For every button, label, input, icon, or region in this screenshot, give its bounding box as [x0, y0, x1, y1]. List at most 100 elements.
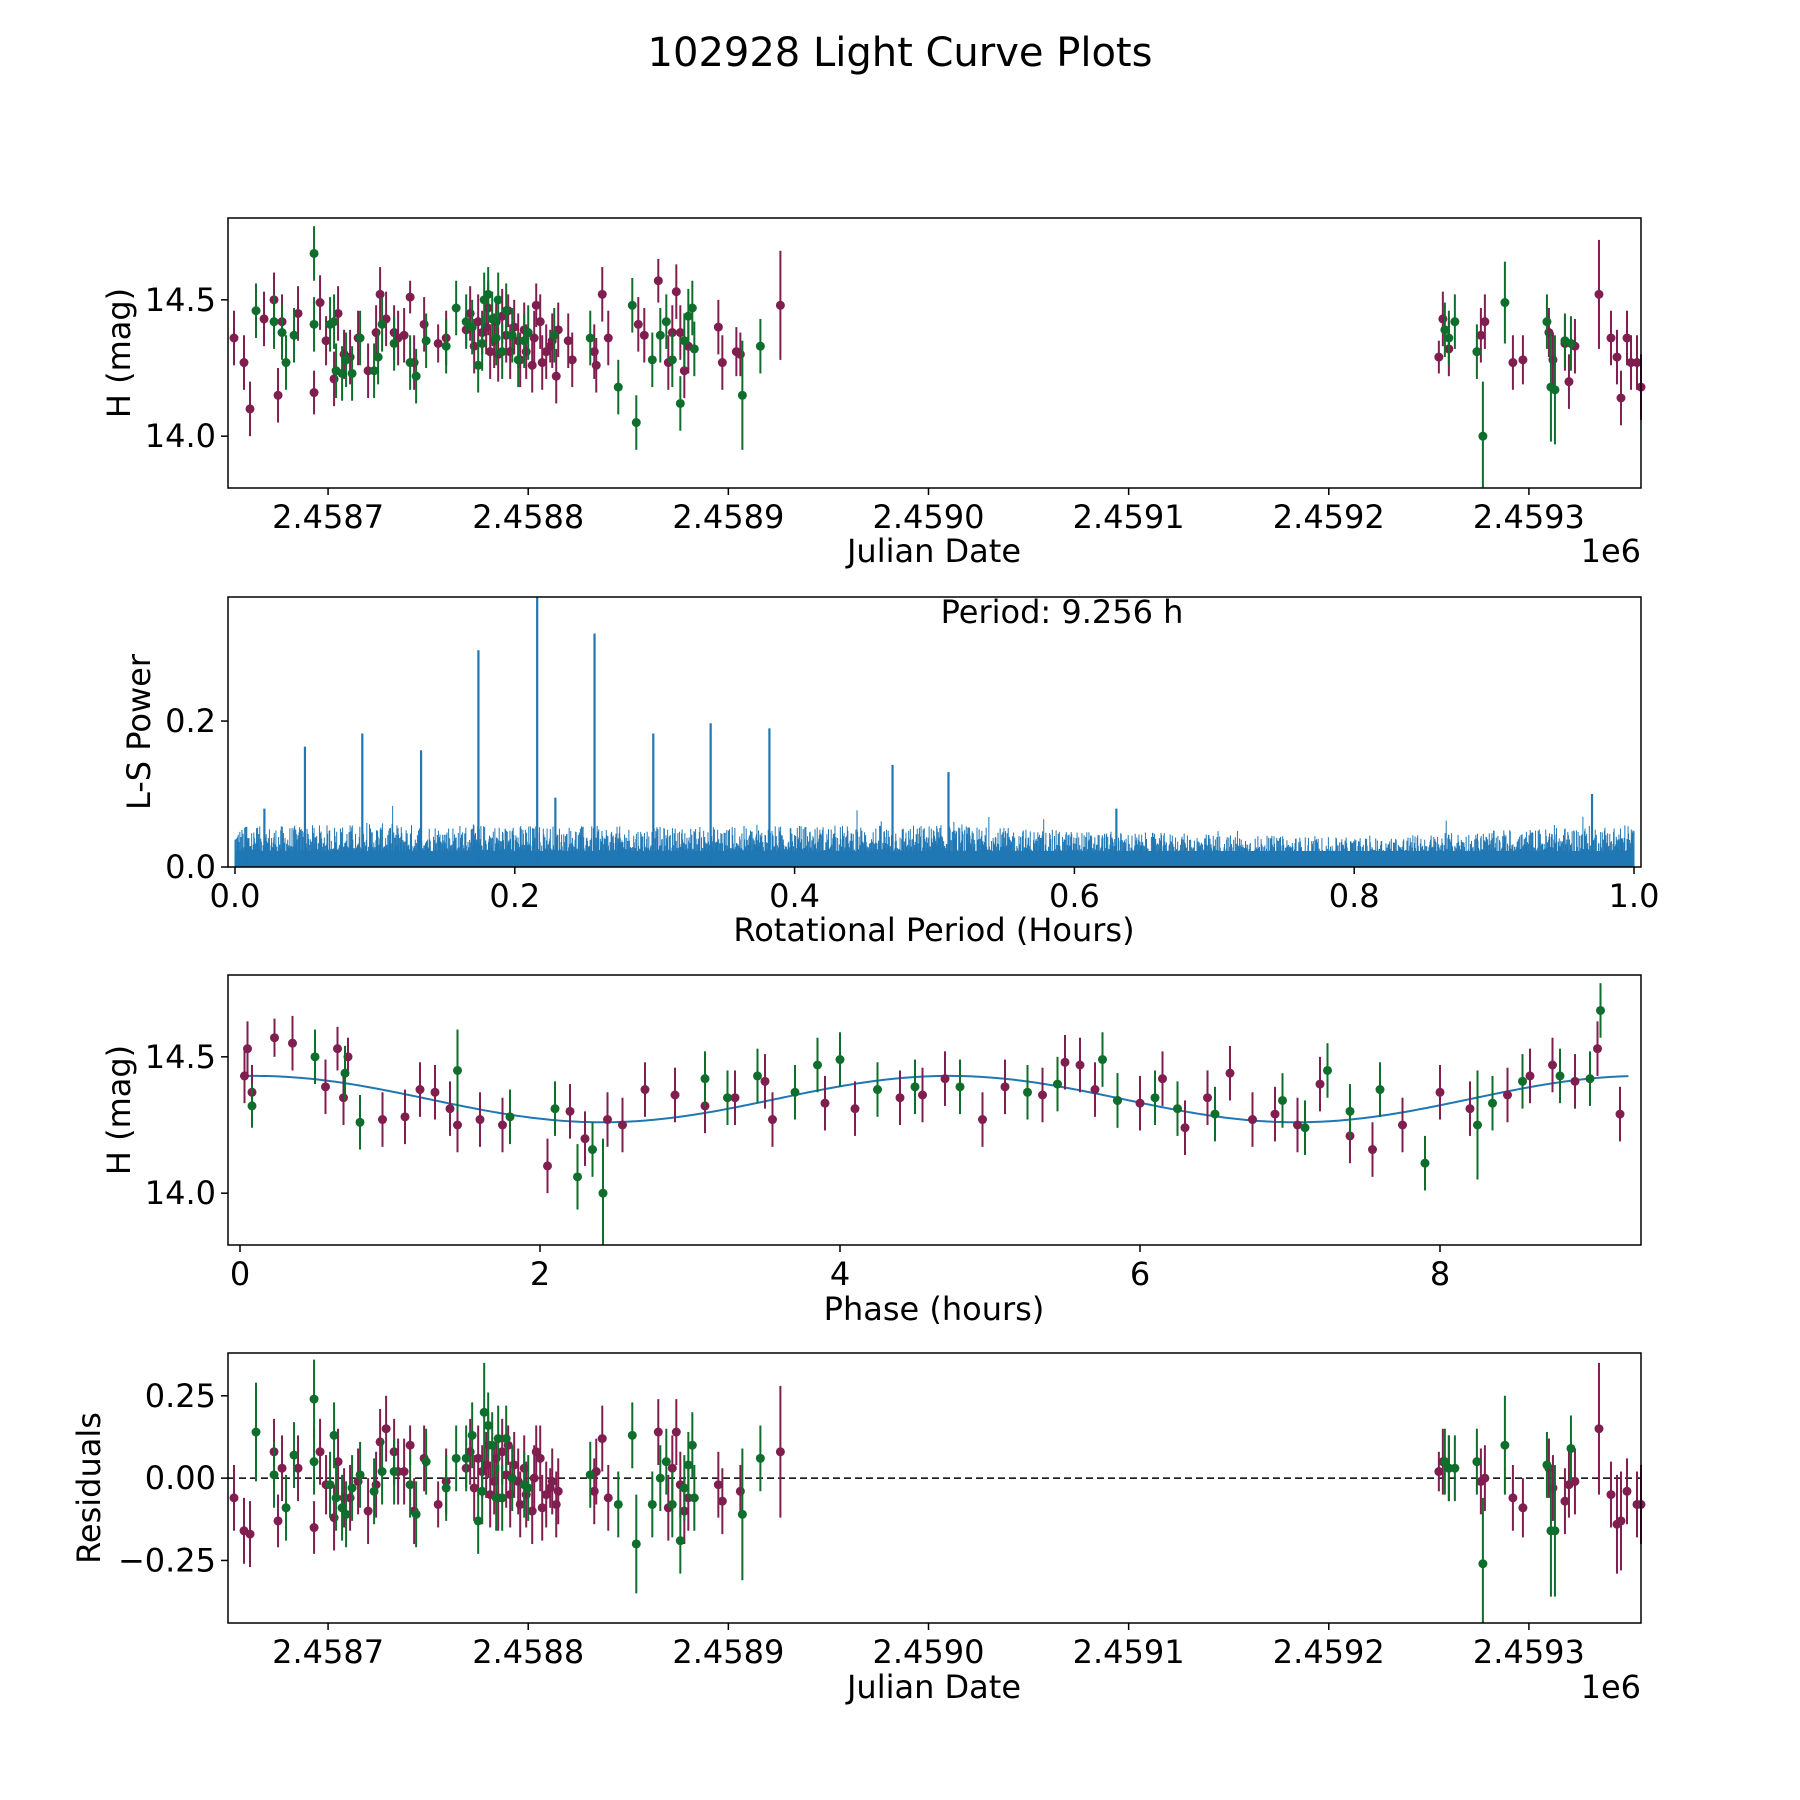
data-point	[689, 1493, 699, 1503]
lightcurve-frame	[227, 217, 1642, 489]
data-point	[631, 418, 641, 428]
data-point	[1098, 1055, 1107, 1065]
data-point	[1596, 1005, 1605, 1015]
data-point	[1548, 1060, 1557, 1070]
data-point	[675, 328, 685, 338]
data-point	[269, 1470, 279, 1480]
data-point	[671, 1427, 681, 1437]
data-point	[1550, 1526, 1560, 1536]
data-point	[337, 1503, 347, 1513]
data-point	[850, 1104, 860, 1114]
data-point	[573, 1172, 582, 1182]
data-point	[737, 1509, 747, 1519]
data-point	[377, 319, 387, 329]
data-point	[687, 303, 697, 313]
data-point	[505, 1112, 515, 1122]
data-point	[399, 330, 409, 340]
data-point	[289, 1450, 299, 1460]
data-point	[661, 317, 671, 327]
data-point	[1550, 385, 1560, 395]
data-point	[551, 371, 561, 381]
data-point	[378, 1115, 387, 1125]
data-point	[775, 300, 785, 310]
data-point	[293, 1463, 303, 1473]
data-point	[543, 1161, 552, 1171]
data-point	[755, 341, 765, 351]
x-tick-label: 0.0	[210, 877, 261, 915]
data-point	[469, 1483, 479, 1493]
data-point	[537, 358, 547, 368]
x-tick-label: 2.4591	[1073, 1633, 1185, 1671]
data-point	[1518, 355, 1528, 365]
data-point	[245, 404, 255, 414]
data-point	[473, 317, 483, 327]
data-point	[451, 1453, 461, 1463]
data-point	[567, 355, 577, 365]
data-point	[1444, 333, 1454, 343]
data-point	[251, 1427, 261, 1437]
data-point	[1525, 1071, 1535, 1081]
data-point	[633, 319, 643, 329]
x-tick-label: 2.4590	[873, 1633, 985, 1671]
data-point	[389, 1467, 399, 1477]
data-point	[713, 1480, 723, 1490]
data-point	[1476, 330, 1486, 340]
periodogram-x-title: Rotational Period (Hours)	[733, 911, 1134, 949]
data-point	[1566, 1443, 1576, 1453]
data-point	[521, 347, 531, 357]
data-point	[270, 1033, 279, 1043]
lightcurve-x-offset: 1e6	[1581, 532, 1641, 570]
phased-x-ticks: 0 2 4 6 8	[230, 1245, 1450, 1293]
data-point	[1075, 1060, 1085, 1070]
data-point	[585, 1470, 595, 1480]
data-point	[467, 1430, 477, 1440]
data-point	[333, 1044, 342, 1054]
x-tick-label: 0.4	[769, 877, 820, 915]
periodogram-plot-area	[234, 597, 1635, 867]
data-point	[978, 1115, 987, 1125]
data-point	[1278, 1095, 1287, 1105]
data-point	[333, 308, 343, 318]
data-point	[1375, 1085, 1385, 1095]
data-point	[251, 306, 261, 316]
data-point	[1038, 1090, 1047, 1100]
data-point	[309, 388, 319, 398]
data-point	[679, 336, 689, 346]
data-point	[790, 1087, 800, 1097]
data-point	[755, 1453, 765, 1463]
data-point	[640, 1085, 650, 1095]
data-point	[1585, 1074, 1595, 1084]
data-point	[259, 314, 269, 324]
data-point	[1180, 1123, 1190, 1133]
data-point	[1345, 1106, 1355, 1116]
data-point	[551, 1499, 561, 1509]
data-point	[1435, 1087, 1445, 1097]
data-point	[381, 1424, 391, 1434]
data-point	[529, 1473, 539, 1483]
lightcurve-y-title: H (mag)	[100, 288, 138, 418]
data-point	[405, 1480, 415, 1490]
x-tick-label: 2.4593	[1473, 1633, 1585, 1671]
data-point	[661, 1457, 671, 1467]
x-tick-label: 0.8	[1329, 877, 1380, 915]
data-point	[405, 358, 415, 368]
x-tick-label: 2.4587	[272, 498, 384, 536]
data-point	[1270, 1109, 1280, 1119]
lightcurve-y-ticks: 14.0 14.5	[145, 281, 228, 455]
x-tick-label: 2.4589	[672, 498, 784, 536]
data-point	[1293, 1120, 1302, 1130]
data-point	[1606, 1490, 1616, 1500]
data-point	[1398, 1120, 1407, 1130]
data-point	[1500, 298, 1510, 308]
data-point	[550, 1104, 560, 1114]
data-point	[713, 322, 723, 332]
data-point	[309, 248, 319, 258]
data-point	[580, 1134, 590, 1144]
residuals-plot-area	[228, 1359, 1646, 1623]
data-point	[331, 1493, 341, 1503]
data-point	[1508, 1493, 1518, 1503]
data-point	[507, 1473, 517, 1483]
data-point	[613, 382, 623, 392]
data-point	[549, 330, 559, 340]
data-point	[671, 287, 681, 297]
